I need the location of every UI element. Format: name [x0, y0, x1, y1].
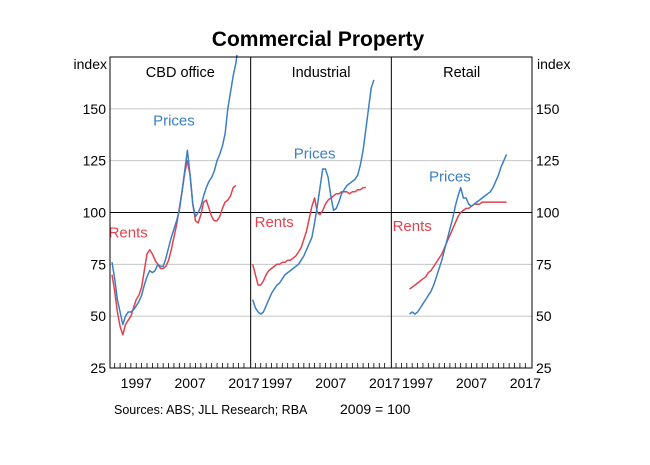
y-tick-label-left: 150 — [83, 101, 107, 117]
series-label-rents: Rents — [393, 218, 432, 235]
series-line-rents — [251, 186, 366, 286]
x-tick-label: 1997 — [121, 375, 152, 391]
base-note: 2009 = 100 — [340, 401, 411, 417]
series-line-rents — [111, 159, 237, 336]
y-tick-label-right: 150 — [536, 101, 560, 117]
y-tick-label-right: 125 — [536, 153, 560, 169]
x-tick-label: 2007 — [315, 375, 346, 391]
x-tick-label: 2017 — [228, 375, 259, 391]
panel-title: Retail — [443, 65, 480, 81]
y-axis-label-left: index — [74, 56, 107, 72]
x-tick-label: 2007 — [175, 375, 206, 391]
source-note: Sources: ABS; JLL Research; RBA — [114, 403, 308, 417]
series-label-rents: Rents — [109, 224, 148, 241]
series-line-prices — [409, 154, 508, 315]
series-line-rents — [409, 201, 507, 290]
series-line-prices — [251, 79, 375, 315]
x-tick-label: 1997 — [402, 375, 433, 391]
y-tick-label-right: 100 — [536, 205, 560, 221]
y-axis-label-right: index — [537, 56, 570, 72]
y-tick-label-left: 125 — [83, 153, 107, 169]
panel-title: CBD office — [146, 65, 215, 81]
chart-title: Commercial Property — [212, 28, 425, 51]
series-label-prices: Prices — [429, 168, 471, 185]
x-tick-label: 2017 — [369, 375, 400, 391]
x-tick-label: 2017 — [510, 375, 541, 391]
plot-frame — [109, 56, 533, 369]
x-tick-label: 2007 — [456, 375, 487, 391]
y-tick-label-left: 75 — [90, 256, 106, 272]
y-tick-label-left: 25 — [90, 360, 106, 376]
y-tick-label-right: 75 — [536, 256, 552, 272]
series-label-prices: Prices — [294, 146, 336, 163]
series-label-prices: Prices — [153, 112, 195, 129]
y-tick-label-right: 50 — [536, 308, 552, 324]
series-label-rents: Rents — [255, 214, 294, 231]
y-tick-label-left: 50 — [90, 308, 106, 324]
x-tick-label: 1997 — [261, 375, 292, 391]
y-tick-label-left: 100 — [83, 205, 107, 221]
series-line-prices — [111, 54, 238, 326]
panel-title: Industrial — [292, 65, 351, 81]
y-tick-label-right: 25 — [536, 360, 552, 376]
